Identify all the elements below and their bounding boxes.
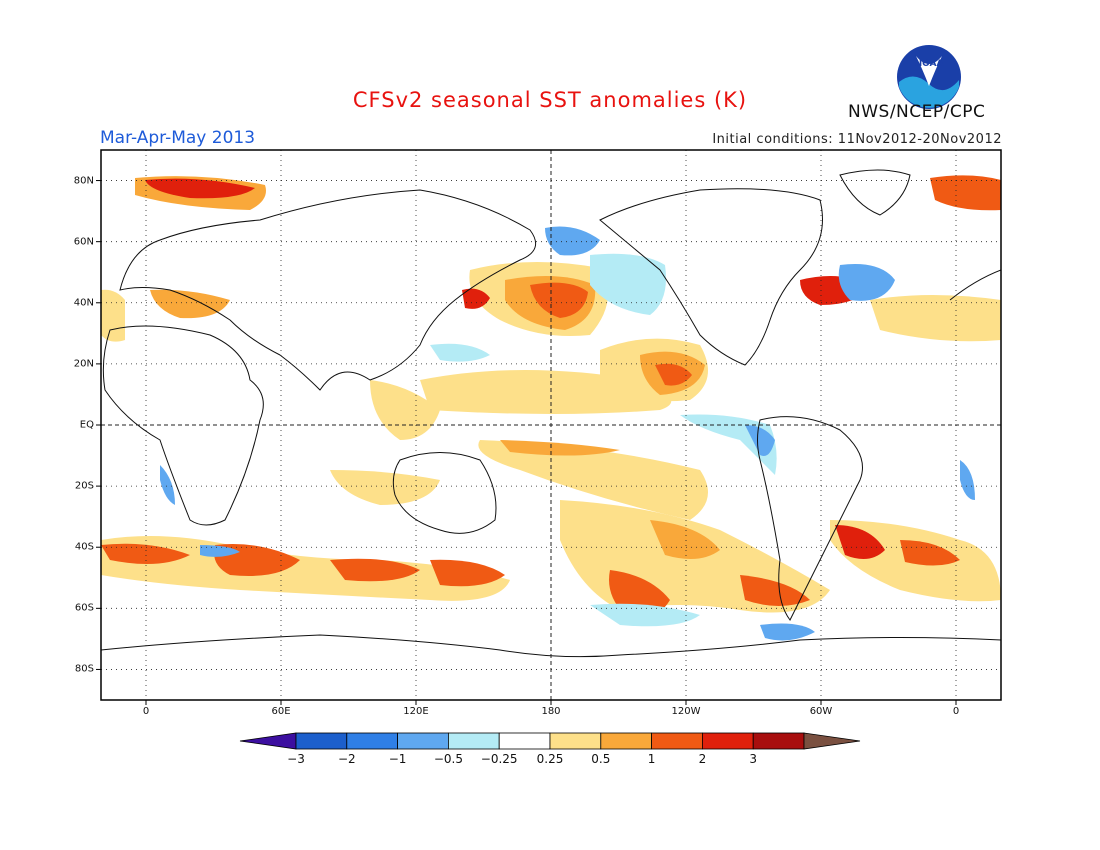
lat-tick-label: 20N: [73, 358, 94, 370]
lon-tick-label: 60E: [271, 706, 291, 717]
noaa-logo: NOAA: [894, 42, 964, 116]
chart-title: CFSv2 seasonal SST anomalies (K): [352, 88, 748, 112]
colorbar-level-label: −0.25: [480, 752, 518, 766]
lon-tick-label: 0: [952, 706, 960, 717]
colorbar-level-label: −3: [287, 752, 305, 766]
colorbar-min-triangle: [239, 732, 297, 750]
lat-tick-label: 80S: [74, 663, 94, 675]
colorbar-level-label: 3: [749, 752, 758, 766]
colorbar-box: [549, 732, 602, 750]
forecast-period: Mar-Apr-May 2013: [100, 128, 256, 148]
noaa-logo-text: NOAA: [915, 59, 944, 69]
colorbar-box: [651, 732, 703, 750]
lat-tick-label: 20S: [74, 480, 94, 492]
coastlines: [101, 169, 1001, 658]
lon-tick-label: 60W: [809, 706, 833, 717]
initial-conditions: Initial conditions: 11Nov2012-20Nov2012: [712, 132, 1002, 147]
cool-anomaly-regions: [160, 226, 975, 641]
colorbar-box: [702, 732, 754, 750]
lat-tick-label: EQ: [79, 419, 94, 431]
lat-tick-label: 40N: [73, 297, 94, 309]
colorbar-level-label: −0.5: [433, 752, 463, 766]
lon-tick-label: 0: [142, 706, 150, 717]
map-grid: [101, 150, 1001, 700]
colorbar-level-label: 2: [698, 752, 707, 766]
colorbar-box: [397, 732, 449, 750]
lon-tick-label: 120W: [671, 706, 701, 717]
colorbar-level-label: −1: [388, 752, 407, 766]
lat-tick-label: 60S: [74, 602, 94, 614]
lat-tick-label: 80N: [73, 175, 94, 187]
lat-tick-label: 60N: [73, 236, 94, 248]
colorbar-box: [346, 732, 398, 750]
colorbar-level-label: 0.25: [536, 752, 564, 766]
colorbar-box: [295, 732, 348, 750]
colorbar-level-label: 1: [647, 752, 656, 766]
agency-label: NWS/NCEP/CPC: [848, 102, 986, 122]
map-ticks: [96, 180, 957, 705]
warm-anomaly-regions: [101, 175, 1001, 618]
lat-tick-label: 40S: [74, 541, 94, 553]
colorbar-box: [600, 732, 652, 750]
colorbar-box: [752, 732, 805, 750]
colorbar-box: [498, 732, 551, 750]
lon-tick-label: 180: [541, 706, 561, 717]
lon-tick-label: 120E: [403, 706, 429, 717]
colorbar-box: [447, 732, 500, 750]
colorbar-level-label: −2: [337, 752, 356, 766]
colorbar-max-triangle: [803, 732, 861, 750]
colorbar-level-label: 0.5: [591, 752, 611, 766]
